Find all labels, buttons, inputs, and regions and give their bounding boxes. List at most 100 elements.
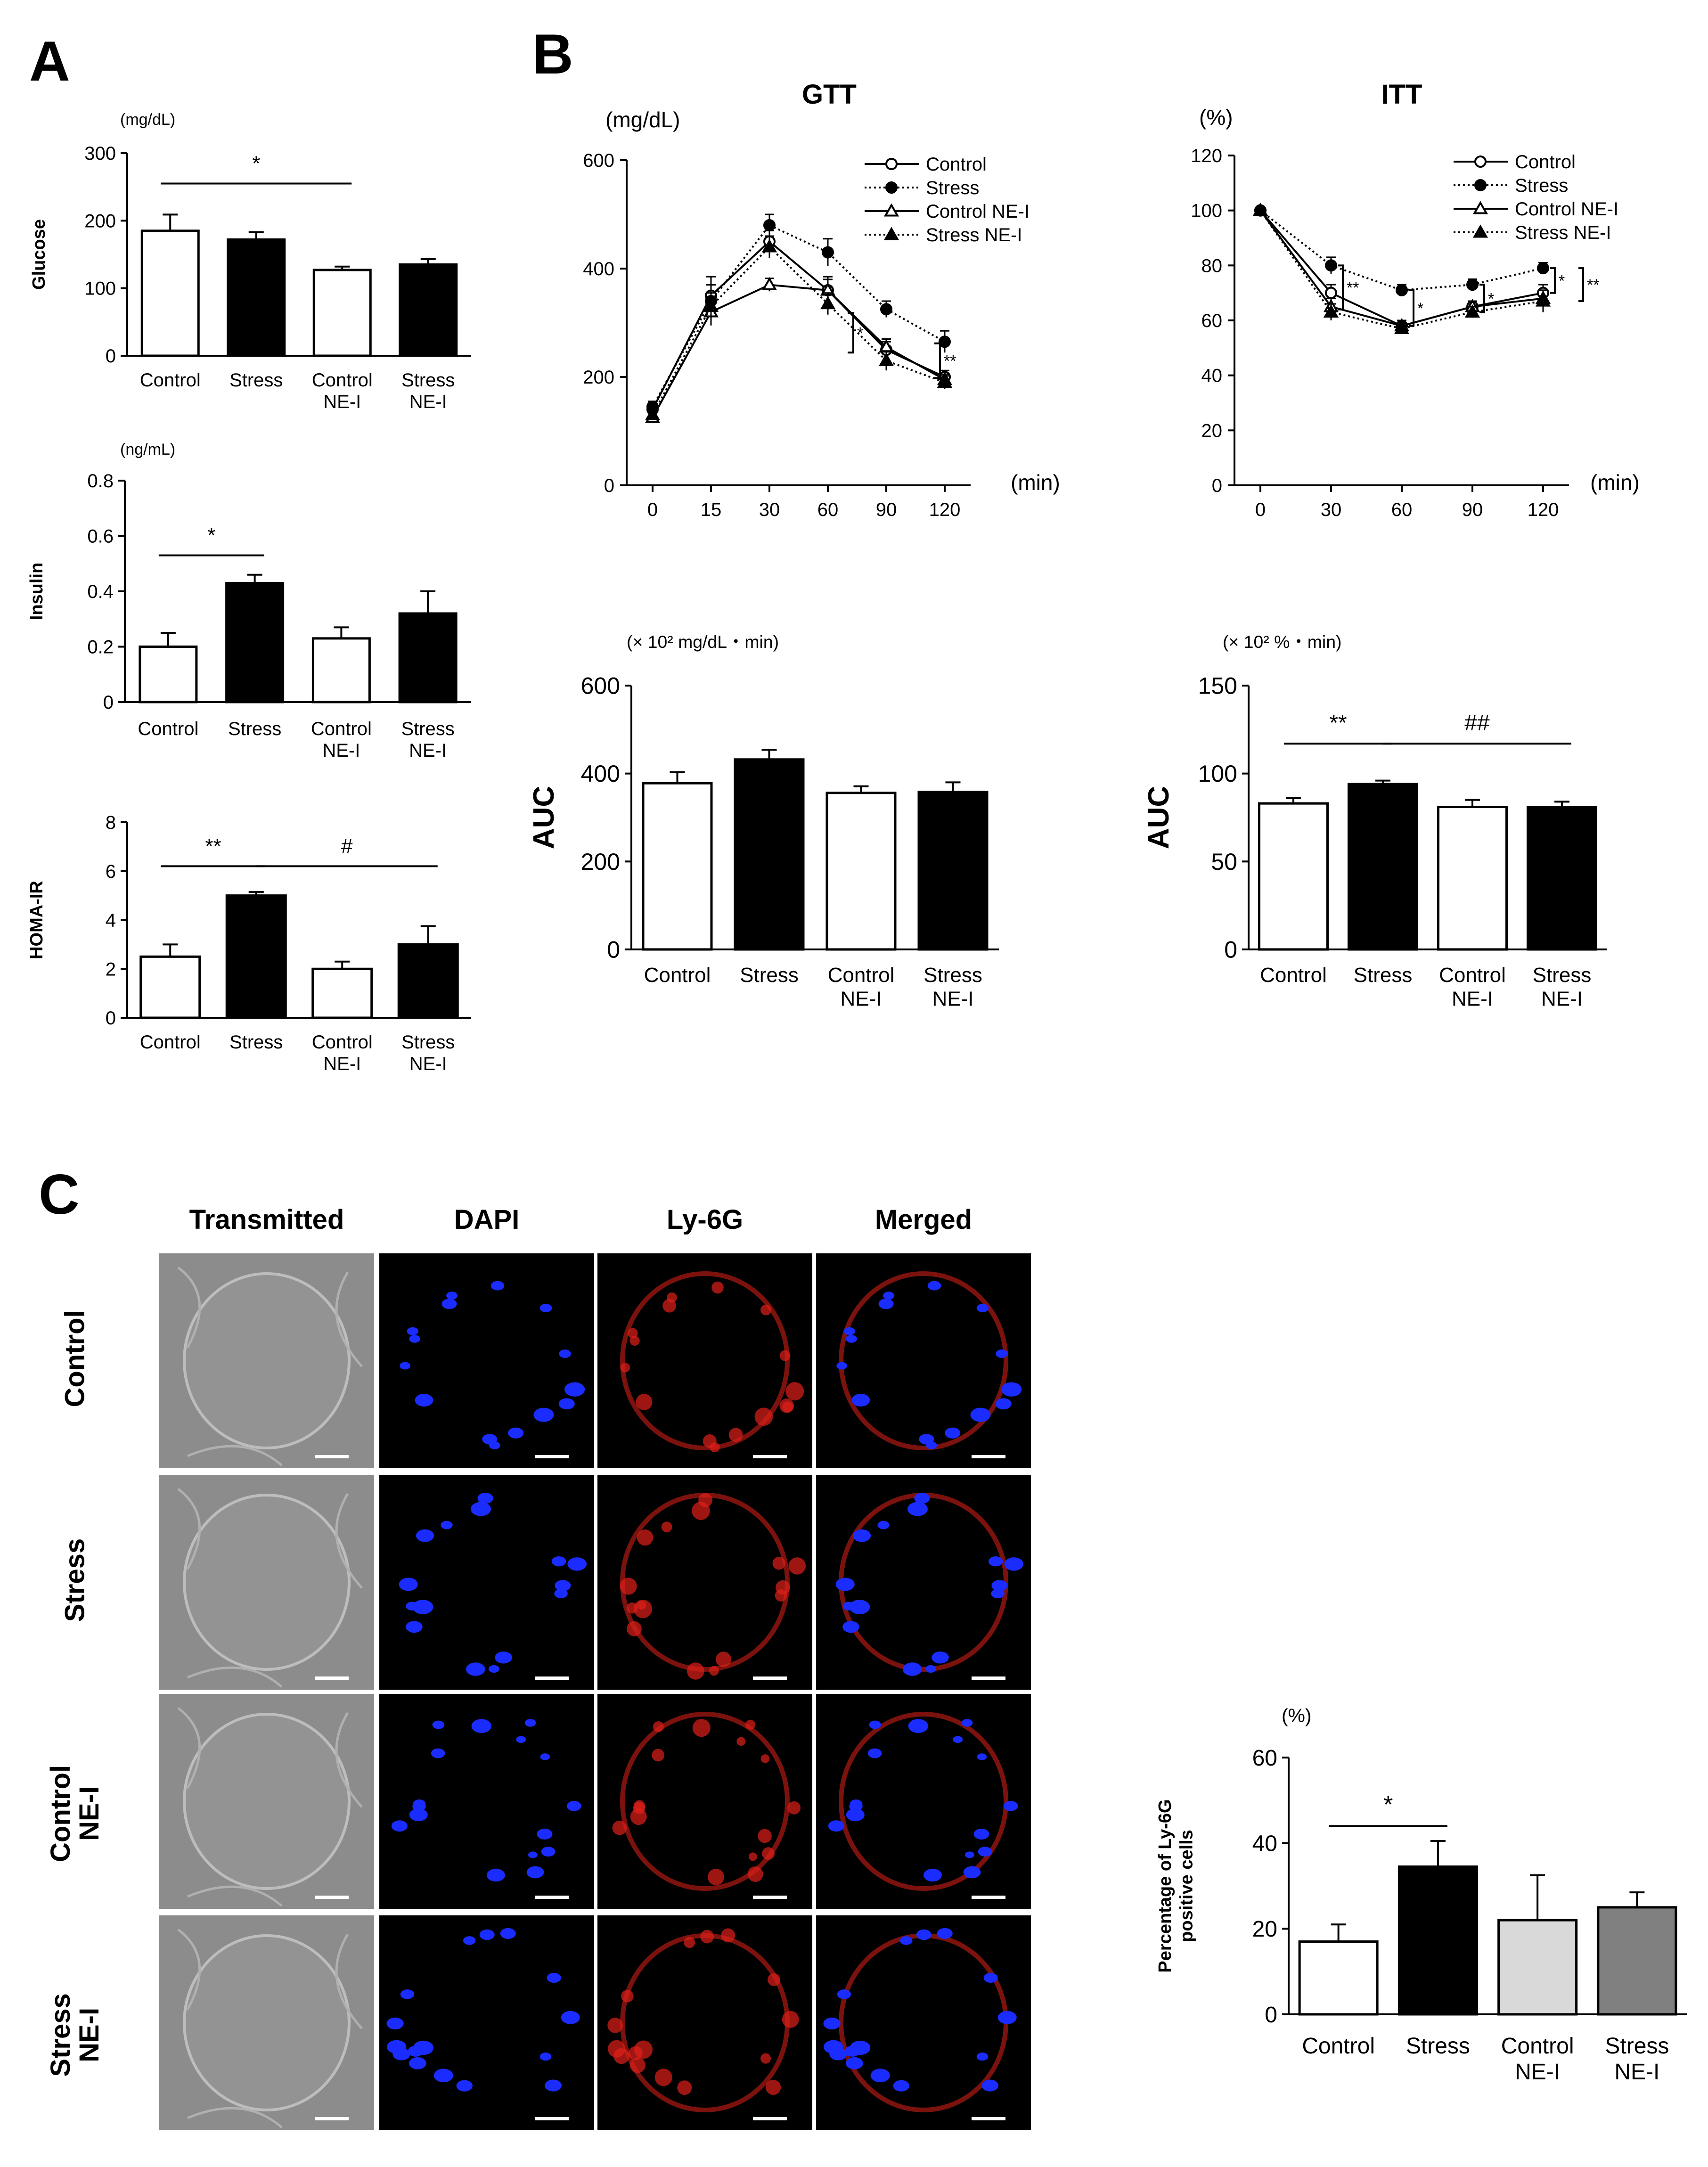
neighbor-cell-edge [177, 1488, 363, 1688]
data-point [1472, 224, 1488, 238]
data-point [1474, 179, 1487, 191]
significance-label: * [252, 152, 260, 175]
scale-bar [315, 2117, 349, 2120]
dapi-nucleus [537, 1828, 553, 1840]
significance-bracket [1338, 264, 1344, 311]
dapi-nucleus [567, 1557, 587, 1571]
y-tick-label: 300 [84, 143, 116, 164]
data-point [880, 303, 892, 316]
bar [1597, 1906, 1677, 2016]
y-tick-label: 40 [1252, 1831, 1277, 1856]
x-category-label: Control [140, 370, 201, 391]
ly6g-spot [667, 1292, 677, 1303]
dapi-nucleus [528, 1851, 538, 1858]
x-category-label: Control [1501, 2034, 1574, 2059]
data-point [883, 227, 899, 240]
dapi-nucleus [836, 1362, 848, 1370]
legend-label: Control [926, 154, 987, 175]
y-tick-label: 200 [84, 211, 116, 231]
x-tick-label: 90 [876, 499, 897, 520]
ly6g-spot [768, 1973, 781, 1987]
bar [139, 955, 201, 1019]
ly6g-spot [760, 1304, 772, 1316]
unit-label: (mg/dL) [605, 107, 680, 132]
y-tick-label: 50 [1211, 849, 1237, 875]
scale-bar [972, 1676, 1005, 1680]
dapi-nucleus [526, 1866, 544, 1879]
legend-label: Stress [1515, 175, 1568, 196]
dapi-nucleus [540, 1753, 550, 1760]
data-point [1252, 202, 1268, 216]
y-axis-label: Percentage of Ly-6G [1155, 1799, 1175, 1972]
dapi-nucleus [977, 1753, 987, 1760]
data-point [822, 246, 834, 259]
micrograph-image [159, 1253, 374, 1468]
scale-bar [753, 2117, 787, 2120]
unit-label: (ng/mL) [120, 441, 175, 458]
y-tick-label: 8 [106, 812, 116, 833]
dapi-nucleus [927, 1281, 941, 1291]
significance-label: * [207, 524, 215, 547]
dapi-nucleus [416, 1529, 434, 1542]
scale-bar [535, 2117, 569, 2120]
ly6g-spot [637, 1529, 654, 1546]
x-tick-label: 90 [1462, 499, 1483, 520]
scale-bar [753, 1896, 787, 1899]
x-category-label: NE-I [323, 1054, 361, 1074]
dapi-nucleus [878, 1298, 894, 1309]
bar [311, 637, 371, 703]
fluorescence-background [597, 1915, 812, 2130]
dapi-nucleus [870, 2069, 890, 2083]
ly6g-spot [776, 1580, 790, 1595]
y-tick-label: 600 [583, 150, 614, 171]
ly6g-spot [652, 1749, 665, 1762]
y-tick-label: 0 [1265, 2003, 1277, 2028]
micrograph-image [379, 1253, 594, 1468]
bar [642, 782, 713, 951]
data-point [1323, 304, 1339, 318]
ly6g-spot [785, 1382, 804, 1401]
y-axis-label: HOMA-IR [27, 881, 47, 959]
dapi-nucleus [846, 1335, 857, 1343]
y-tick-label: 0.4 [87, 581, 114, 602]
x-category-label: Stress [1605, 2034, 1669, 2059]
x-tick-label: 60 [817, 499, 839, 520]
scale-bar [535, 1455, 569, 1458]
micrograph-image [597, 1694, 812, 1909]
dapi-nucleus [545, 2079, 562, 2092]
legend-label: Control NE-I [1515, 199, 1618, 220]
micrograph-column-heading: Ly-6G [666, 1204, 744, 1235]
panel-label-a: A [29, 30, 70, 93]
x-tick-label: 120 [1528, 499, 1559, 520]
legend-label: Control [1515, 152, 1576, 172]
ly6g-spot [754, 1407, 773, 1426]
micrograph-column-heading: Transmitted [189, 1204, 344, 1235]
ly6g-spot [707, 1869, 725, 1886]
y-tick-label: 400 [583, 259, 614, 279]
ly6g-spot [620, 1578, 637, 1595]
data-point [1325, 259, 1337, 272]
dapi-nucleus [963, 1866, 981, 1879]
dapi-nucleus [413, 2040, 434, 2055]
ly6g-spot [736, 1737, 746, 1746]
ly6g-spot [684, 1937, 695, 1948]
scale-bar [315, 1676, 349, 1680]
y-axis-label: Glucose [29, 219, 49, 290]
ly6g-spot [654, 2069, 672, 2086]
chart-title: ITT [1381, 79, 1422, 110]
ly6g-spot [653, 1721, 664, 1733]
dapi-nucleus [823, 2017, 841, 2030]
data-point [885, 158, 898, 170]
dapi-nucleus [991, 1589, 1005, 1599]
dapi-nucleus [973, 1828, 989, 1840]
micrograph-image [816, 1475, 1031, 1690]
ly6g-spot [692, 1719, 711, 1737]
dapi-nucleus [997, 2011, 1017, 2024]
dapi-nucleus [554, 1589, 568, 1599]
significance-label: ** [1587, 276, 1599, 294]
micrograph-image [597, 1915, 812, 2130]
micrograph-image [816, 1915, 1031, 2130]
significance-label: # [341, 834, 353, 858]
ly6g-spot [728, 1428, 743, 1442]
